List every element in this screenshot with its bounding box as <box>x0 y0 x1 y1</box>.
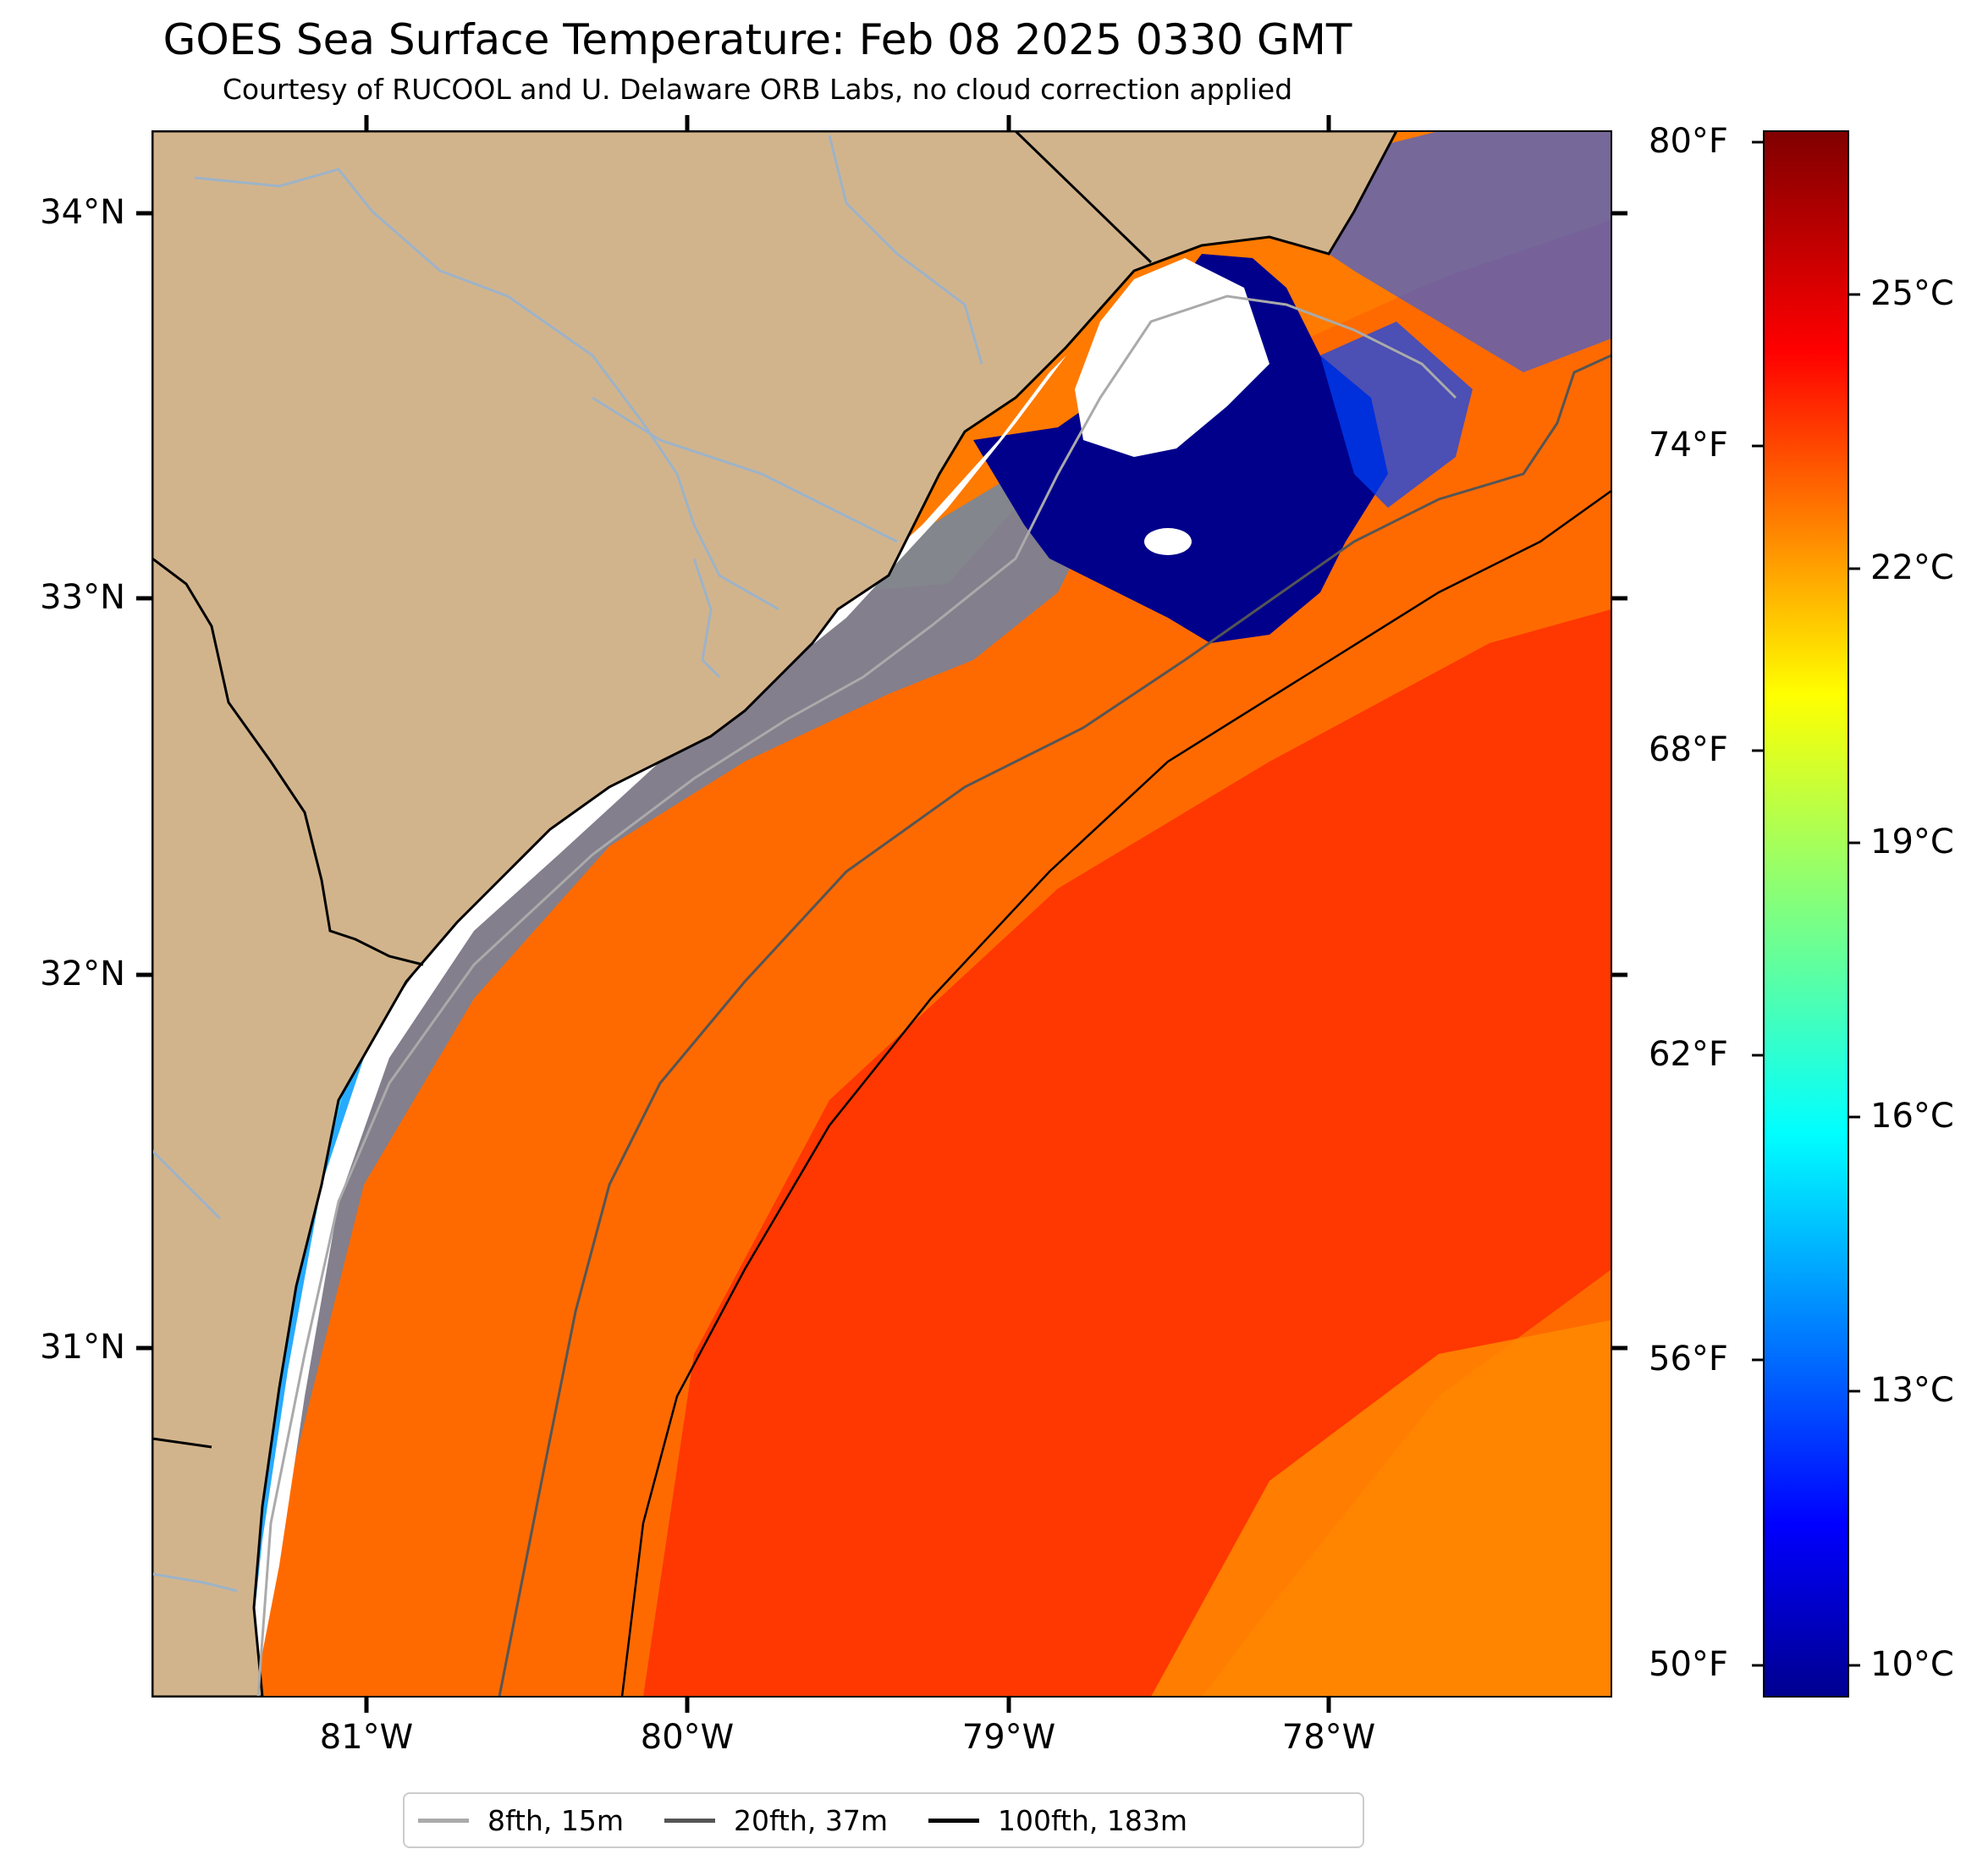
figure-subtitle: Courtesy of RUCOOL and U. Delaware ORB L… <box>222 73 1293 106</box>
legend-item-8fth: 8fth, 15m <box>418 1804 624 1837</box>
map-frame <box>151 130 1612 1698</box>
legend-line-8fth <box>418 1818 469 1823</box>
cb-c-19: 19°C <box>1870 823 1954 861</box>
cloud-mask <box>1075 258 1269 457</box>
cb-f-62: 62°F <box>1649 1035 1728 1074</box>
lon-label-81w: 81°W <box>319 1718 414 1757</box>
lat-label-34n: 34°N <box>40 193 125 232</box>
cb-c-22: 22°C <box>1870 548 1954 587</box>
legend-line-20fth <box>664 1818 716 1823</box>
cold-pool-fringe <box>1320 322 1473 508</box>
cb-c-25: 25°C <box>1870 274 1954 313</box>
lat-label-32n: 32°N <box>40 955 125 993</box>
cold-pool <box>973 254 1388 643</box>
lon-label-79w: 79°W <box>961 1718 1056 1757</box>
cb-f-80: 80°F <box>1649 122 1728 161</box>
cb-c-16: 16°C <box>1870 1097 1954 1136</box>
figure-title: GOES Sea Surface Temperature: Feb 08 202… <box>162 15 1352 64</box>
legend-line-100fth <box>928 1818 980 1823</box>
cb-f-68: 68°F <box>1649 730 1728 769</box>
cb-c-13: 13°C <box>1870 1371 1954 1410</box>
cloud-mask-small <box>1144 528 1192 555</box>
legend-item-100fth: 100fth, 183m <box>928 1804 1187 1837</box>
legend-label-8fth: 8fth, 15m <box>487 1803 625 1837</box>
state-borders <box>152 131 1153 1449</box>
rivers <box>152 135 983 1593</box>
coastal-cloud-strip <box>245 355 1066 1697</box>
isobath-legend: 8fth, 15m 20fth, 37m 100fth, 183m <box>403 1792 1364 1848</box>
cb-f-74: 74°F <box>1649 426 1728 465</box>
lon-label-80w: 80°W <box>640 1718 735 1757</box>
isobath-20fth <box>498 354 1611 1697</box>
legend-label-20fth: 20fth, 37m <box>734 1803 889 1837</box>
isobath-8fth <box>256 294 1457 1697</box>
lon-label-78w: 78°W <box>1281 1718 1376 1757</box>
cb-f-56: 56°F <box>1649 1340 1728 1378</box>
ne-cool-water <box>1303 131 1611 372</box>
gulf-stream-east <box>1151 1320 1611 1697</box>
axis-ticks <box>136 115 1627 1713</box>
isobath-100fth <box>620 489 1611 1697</box>
lat-label-33n: 33°N <box>40 578 125 617</box>
cb-c-10: 10°C <box>1870 1645 1954 1684</box>
legend-item-20fth: 20fth, 37m <box>664 1804 888 1837</box>
cb-f-50: 50°F <box>1649 1645 1728 1684</box>
legend-label-100fth: 100fth, 183m <box>998 1803 1188 1837</box>
colorbar-ticks <box>1752 140 1860 1667</box>
colorbar <box>1763 130 1849 1698</box>
land <box>152 131 1398 1697</box>
lat-label-31n: 31°N <box>40 1328 125 1367</box>
